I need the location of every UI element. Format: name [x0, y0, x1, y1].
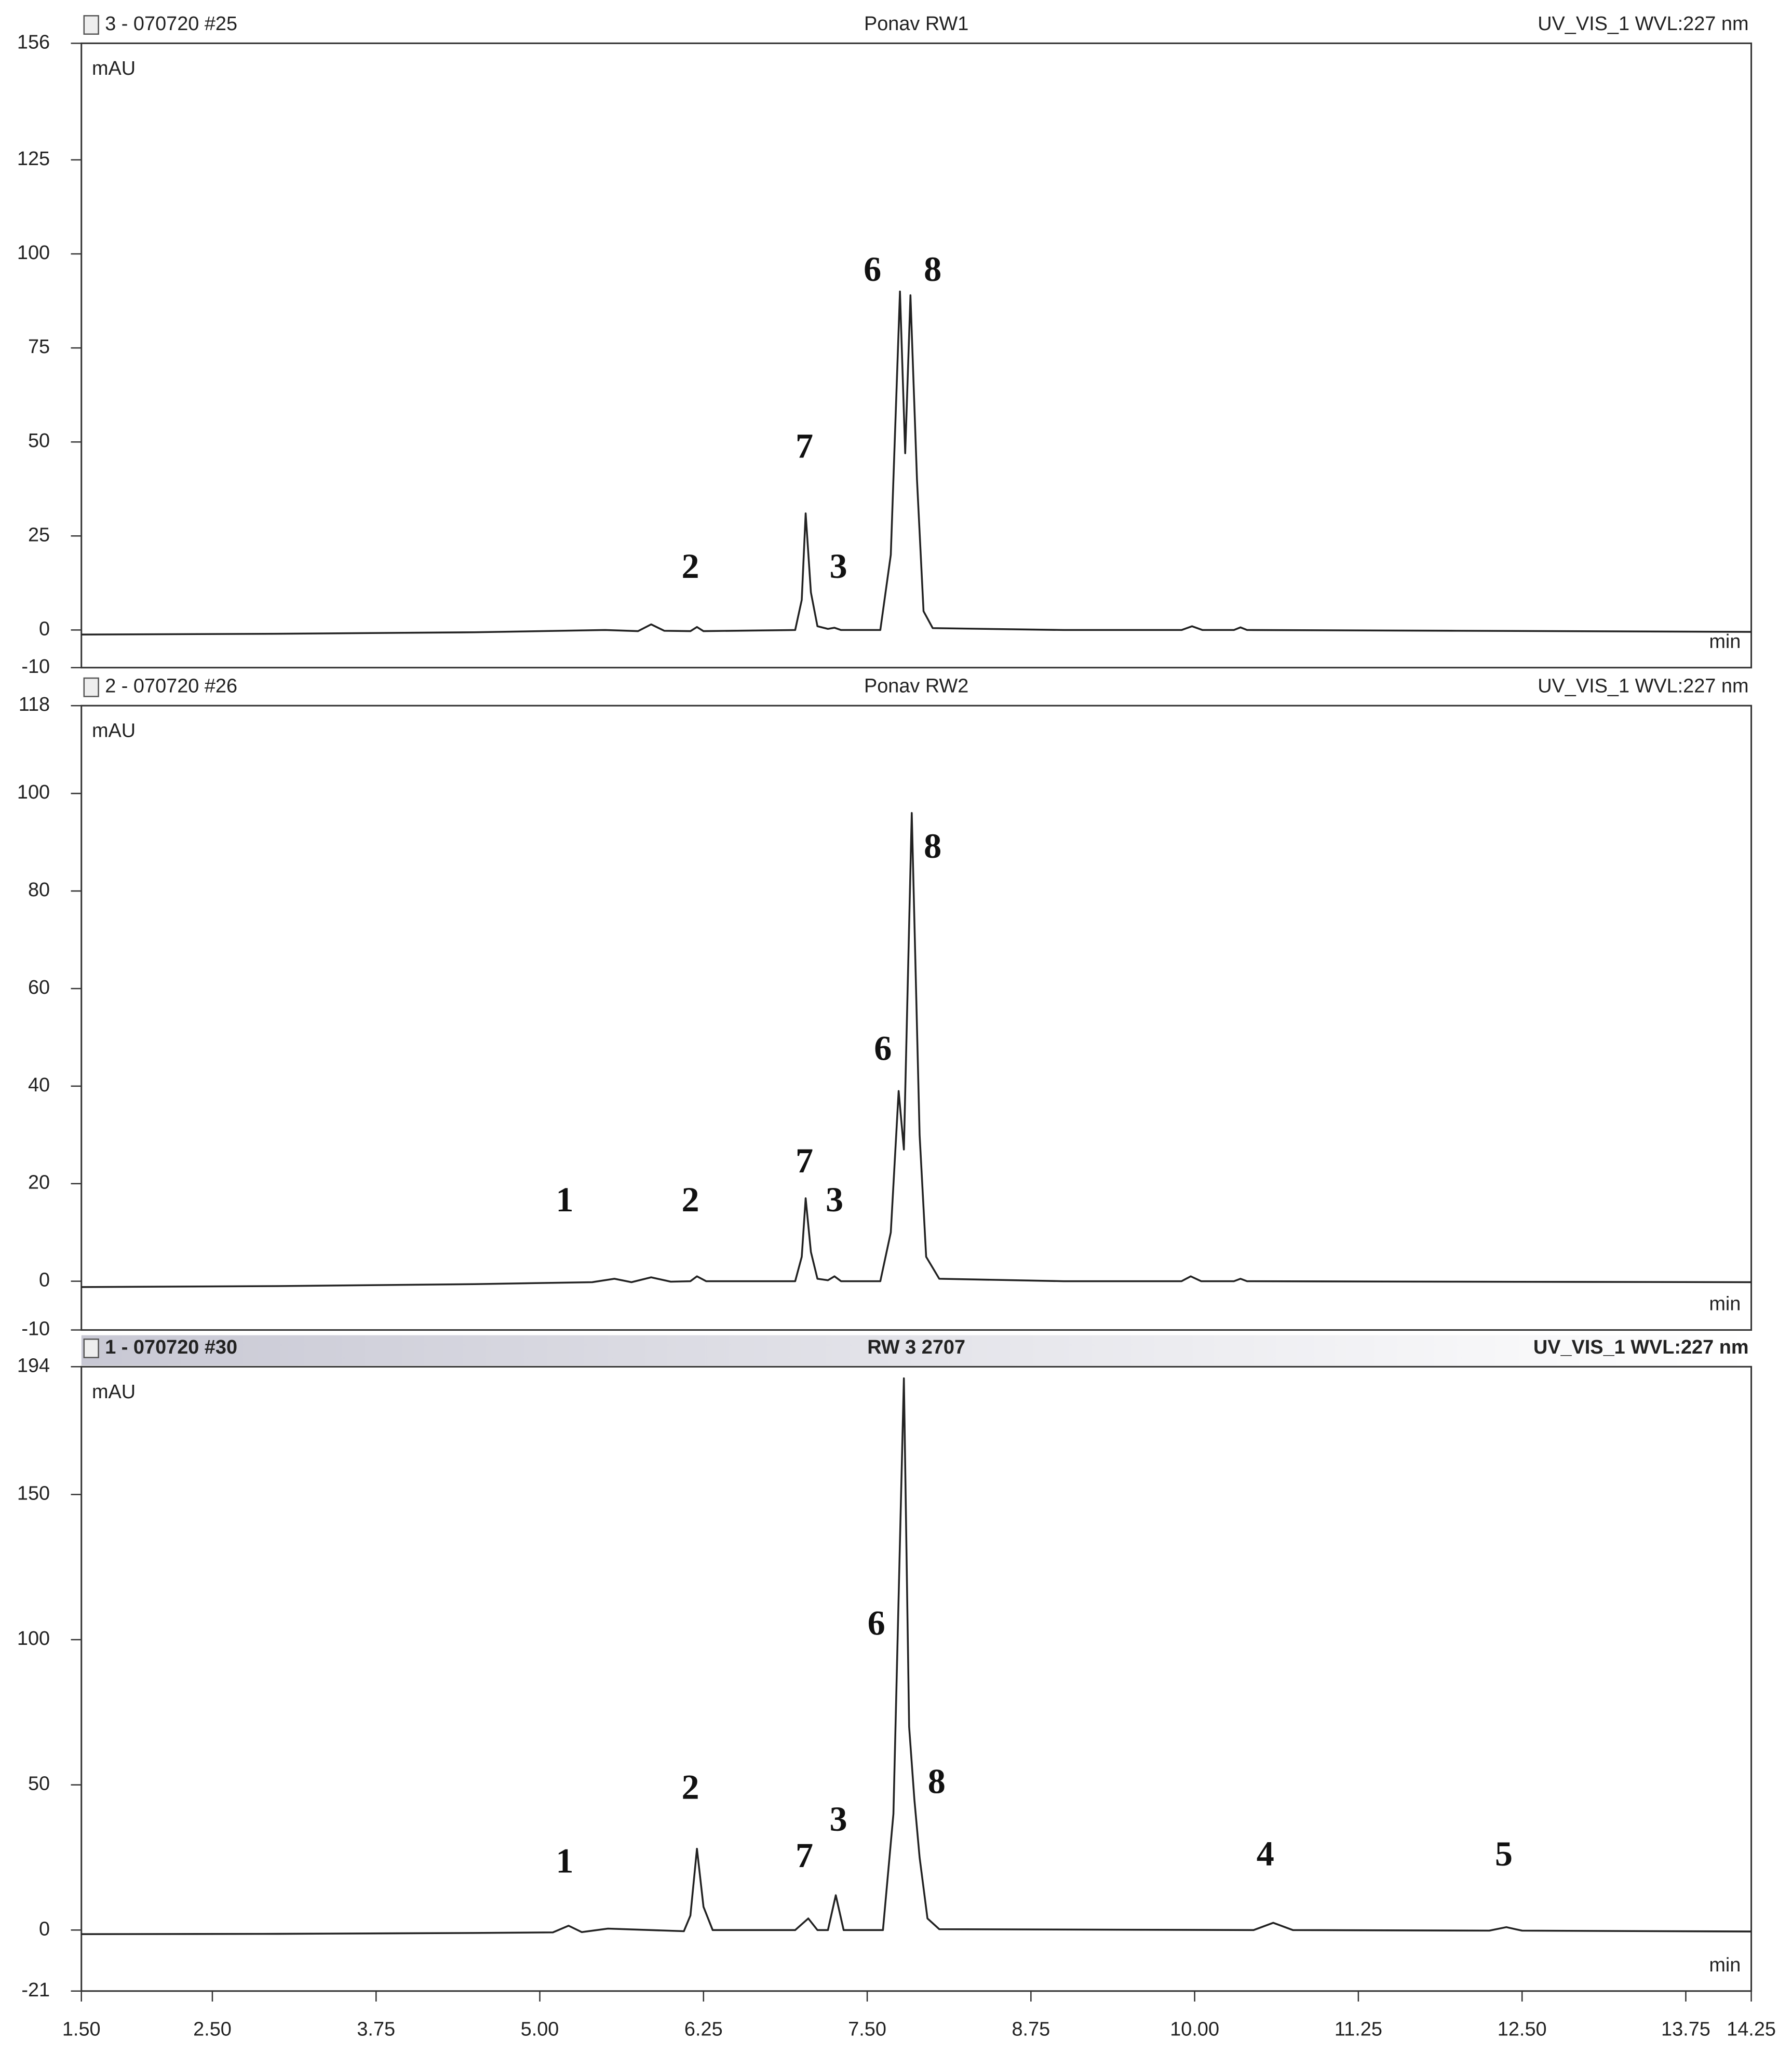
x-axis-label: min	[1709, 631, 1741, 653]
x-tick-label: 10.00	[1170, 2019, 1219, 2041]
peak-label: 1	[556, 1841, 573, 1881]
peak-label: 6	[868, 1603, 885, 1642]
y-axis-label: mAU	[92, 58, 136, 79]
y-tick-label: 100	[17, 1628, 50, 1650]
peak-label: 3	[826, 1180, 843, 1219]
y-tick-label: 0	[39, 1269, 50, 1291]
channel-label: UV_VIS_1 WVL:227 nm	[1538, 13, 1748, 35]
x-tick-label: 8.75	[1012, 2019, 1050, 2041]
channel-label: UV_VIS_1 WVL:227 nm	[1533, 1336, 1749, 1358]
peak-label: 7	[796, 1835, 813, 1875]
y-axis-label: mAU	[92, 720, 136, 742]
peak-label: 5	[1495, 1834, 1513, 1873]
peak-label: 6	[864, 249, 881, 289]
x-tick-label: 12.50	[1498, 2019, 1547, 2041]
y-tick-label: 60	[28, 977, 50, 998]
file-icon	[83, 677, 99, 697]
chart-title: RW 3 2707	[867, 1336, 965, 1358]
y-tick-label: 50	[28, 430, 50, 452]
y-tick-label: 20	[28, 1172, 50, 1194]
peak-label: 8	[924, 249, 941, 289]
x-tick-label: 3.75	[357, 2019, 395, 2041]
trace	[81, 1377, 1751, 1935]
plot-frame	[80, 42, 1753, 669]
chart-title: Ponav RW1	[864, 13, 968, 35]
peak-label: 6	[874, 1029, 892, 1068]
file-icon	[83, 15, 99, 35]
plot-frame	[80, 705, 1753, 1331]
y-axis-label: mAU	[92, 1381, 136, 1403]
y-tick-label: 156	[17, 31, 50, 53]
peak-label: 2	[682, 546, 699, 586]
peak-label: 3	[830, 546, 847, 586]
y-tick-label: 75	[28, 336, 50, 358]
x-tick-label: 7.50	[848, 2019, 886, 2041]
y-tick-label: 118	[19, 694, 50, 715]
peak-label: 2	[682, 1767, 699, 1806]
peak-label: 2	[682, 1180, 699, 1219]
x-tick-label: 13.75	[1661, 2019, 1710, 2041]
y-tick-label: 150	[17, 1482, 50, 1504]
y-tick-label: 25	[28, 524, 50, 546]
x-tick-label: 11.25	[1335, 2019, 1382, 2041]
x-tick-label: 6.25	[684, 2019, 723, 2041]
x-tick-label: 14.25	[1727, 2019, 1776, 2041]
peak-label: 8	[928, 1761, 946, 1801]
y-tick-label: 80	[28, 879, 50, 901]
peak-label: 7	[796, 426, 813, 465]
y-tick-label: 100	[17, 242, 50, 264]
y-tick-label: -10	[21, 656, 50, 678]
y-tick-label: 194	[17, 1355, 50, 1376]
peak-label: 1	[556, 1180, 573, 1219]
trace	[81, 290, 1751, 636]
y-tick-label: -10	[21, 1318, 50, 1340]
y-tick-label: 50	[28, 1773, 50, 1795]
sample-name: 3 - 070720 #25	[105, 13, 237, 35]
file-icon	[83, 1338, 99, 1358]
peak-label: 7	[796, 1141, 813, 1180]
y-tick-label: 0	[39, 618, 50, 640]
y-tick-label: 125	[17, 148, 50, 170]
x-axis-label: min	[1709, 1293, 1741, 1315]
peak-label: 3	[830, 1799, 847, 1839]
trace	[81, 812, 1751, 1288]
peak-label: 4	[1257, 1834, 1274, 1873]
y-tick-label: 40	[28, 1074, 50, 1096]
plot-frame	[80, 1366, 1753, 1992]
x-tick-label: 2.50	[193, 2019, 232, 2041]
x-tick-label: 5.00	[521, 2019, 559, 2041]
peak-label: 8	[924, 826, 941, 866]
sample-name: 2 - 070720 #26	[105, 675, 237, 697]
x-axis-label: min	[1709, 1954, 1741, 1976]
channel-label: UV_VIS_1 WVL:227 nm	[1538, 675, 1748, 697]
x-tick-label: 1.50	[62, 2019, 101, 2041]
y-tick-label: -21	[21, 1979, 50, 2001]
sample-name: 1 - 070720 #30	[105, 1336, 237, 1358]
y-tick-label: 0	[39, 1918, 50, 1940]
header-highlight	[81, 1335, 1751, 1366]
chart-title: Ponav RW2	[864, 675, 968, 697]
y-tick-label: 100	[17, 781, 50, 803]
